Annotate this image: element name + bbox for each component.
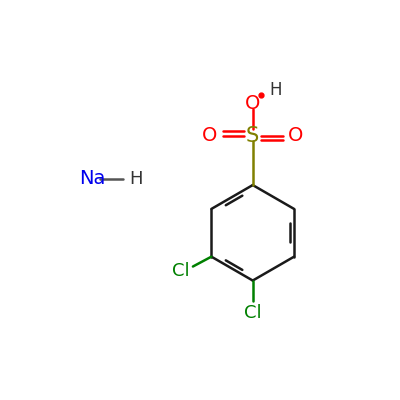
Text: O: O <box>245 94 260 113</box>
Text: S: S <box>246 126 259 146</box>
Text: O: O <box>202 126 217 145</box>
Text: Cl: Cl <box>172 262 190 280</box>
Text: O: O <box>288 126 304 145</box>
Text: H: H <box>270 80 282 98</box>
Text: Cl: Cl <box>244 304 262 322</box>
Text: H: H <box>129 170 142 188</box>
Text: Na: Na <box>79 170 105 188</box>
